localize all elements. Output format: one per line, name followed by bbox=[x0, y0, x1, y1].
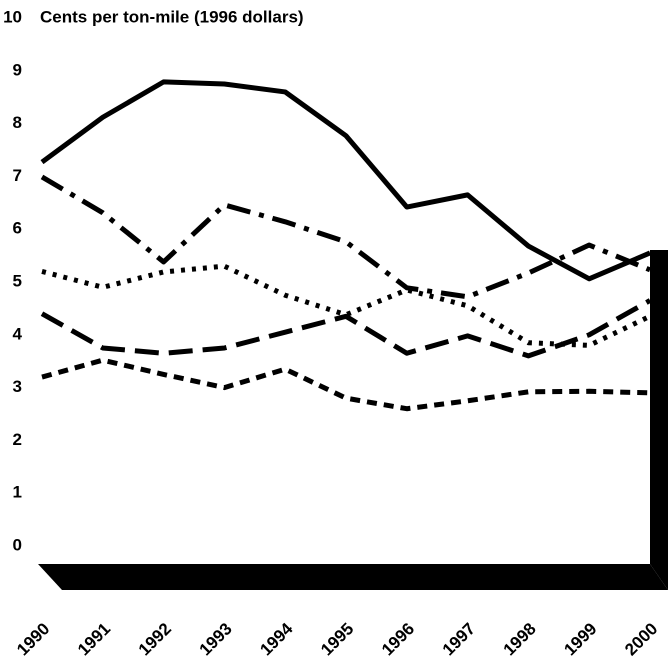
x-tick-label: 1992 bbox=[135, 619, 175, 659]
y-tick-label: 1 bbox=[13, 483, 22, 502]
x-tick-label: 1999 bbox=[560, 619, 600, 659]
series-line bbox=[41, 263, 652, 348]
side-wall bbox=[650, 250, 668, 590]
x-tick-label: 2000 bbox=[621, 619, 661, 659]
y-tick-label: 5 bbox=[13, 271, 22, 290]
y-tick-label: 2 bbox=[13, 430, 22, 449]
series-line bbox=[40, 174, 651, 300]
y-tick-label: 8 bbox=[13, 113, 22, 132]
floor bbox=[38, 564, 668, 590]
y-tick-label: 3 bbox=[13, 377, 22, 396]
x-tick-label: 1998 bbox=[500, 619, 540, 659]
y-tick-label: 10 bbox=[3, 7, 22, 26]
series-line bbox=[40, 79, 651, 282]
chart-title: Cents per ton-mile (1996 dollars) bbox=[40, 7, 304, 26]
y-tick-label: 7 bbox=[13, 166, 22, 185]
x-tick-label: 1996 bbox=[378, 619, 418, 659]
x-tick-label: 1994 bbox=[256, 619, 297, 660]
x-tick-label: 1991 bbox=[74, 619, 114, 659]
y-tick-label: 6 bbox=[13, 219, 22, 238]
x-tick-label: 1993 bbox=[196, 619, 236, 659]
x-tick-label: 1995 bbox=[317, 619, 357, 659]
y-tick-label: 9 bbox=[13, 60, 22, 79]
y-tick-label: 4 bbox=[13, 324, 23, 343]
series-line bbox=[40, 298, 652, 359]
x-tick-label: 1990 bbox=[13, 619, 53, 659]
x-tick-label: 1997 bbox=[439, 619, 479, 659]
series-line bbox=[41, 357, 651, 412]
y-tick-label: 0 bbox=[13, 535, 22, 554]
